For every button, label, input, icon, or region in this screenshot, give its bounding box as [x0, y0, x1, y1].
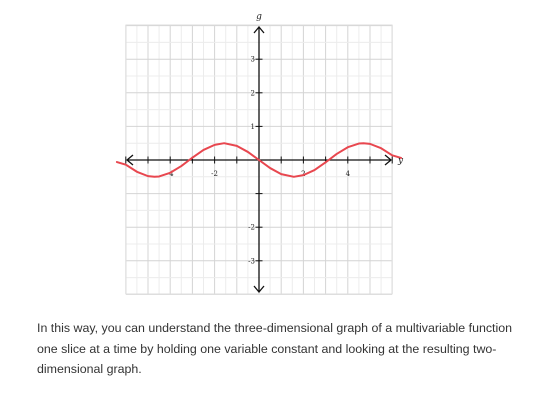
y-tick-label: 1	[251, 123, 255, 131]
y-tick-label: -2	[248, 224, 255, 232]
x-axis-arrow-right	[384, 154, 393, 166]
x-axis-arrow-left	[125, 154, 134, 166]
y-axis-label: g	[256, 12, 262, 22]
y-tick-label: 2	[251, 89, 255, 97]
function-slice-graph: -4 -2 2 4 3 2 1 -2 -3 y g	[115, 12, 404, 295]
caption-paragraph: In this way, you can understand the thre…	[37, 321, 513, 376]
x-tick-label: 2	[301, 170, 305, 178]
x-tick-label: -2	[211, 170, 218, 178]
x-tick-label: -4	[167, 170, 174, 178]
series-line-curve	[115, 142, 403, 178]
y-axis-arrow-down	[253, 285, 265, 294]
x-axis-label: y	[397, 156, 404, 166]
y-tick-label: 3	[251, 56, 255, 64]
tick-labels: -4 -2 2 4 3 2 1 -2 -3	[167, 56, 351, 266]
y-tick-label: -3	[248, 257, 255, 265]
x-tick-label: 4	[346, 170, 351, 178]
y-axis-arrow-up	[253, 25, 265, 34]
tick-marks	[125, 58, 393, 262]
